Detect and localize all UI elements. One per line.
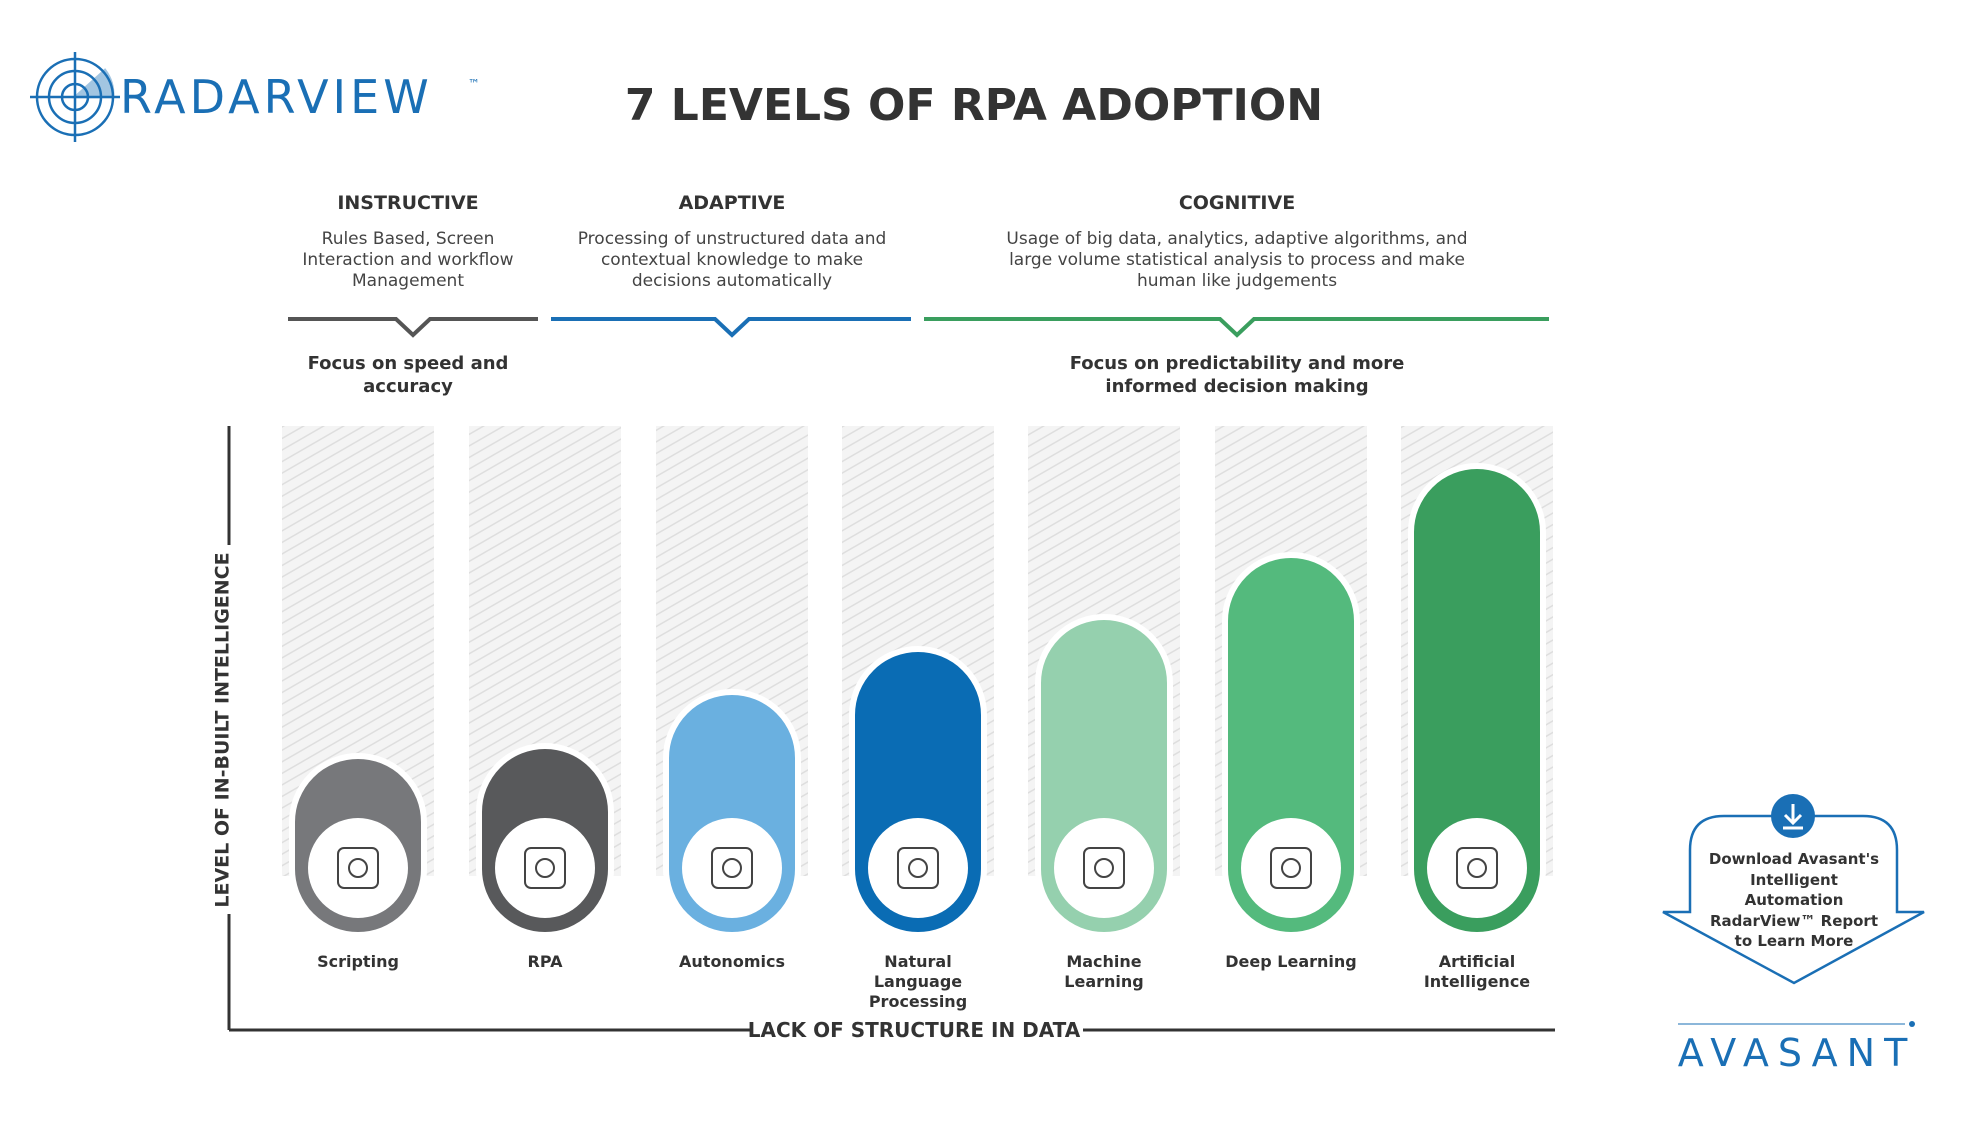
icon-circle — [682, 818, 782, 918]
level-label: Natural Language Processing — [868, 952, 968, 1011]
icon — [524, 847, 566, 889]
icon-circle — [308, 818, 408, 918]
icon — [908, 858, 928, 878]
icon — [348, 858, 368, 878]
logo-mark — [30, 52, 120, 142]
brand: RADARVIEW — [120, 70, 433, 124]
icon — [1456, 847, 1498, 889]
icon — [897, 847, 939, 889]
group-description: Rules Based, Screen Interaction and work… — [302, 229, 514, 291]
icon — [1083, 847, 1125, 889]
icon — [1467, 858, 1487, 878]
icon-circle — [1241, 818, 1341, 918]
icon — [722, 858, 742, 878]
icon — [711, 847, 753, 889]
icon-circle — [1054, 818, 1154, 918]
icon-circle — [495, 818, 595, 918]
icon-circle — [1427, 818, 1527, 918]
title: 7 LEVELS OF RPA ADOPTION — [625, 80, 1323, 131]
level-label: Deep Learning — [1225, 952, 1357, 971]
trademark: ™ — [468, 77, 480, 91]
download-glyph — [1783, 804, 1803, 830]
footer-dot — [1909, 1021, 1915, 1027]
callout-text[interactable]: Download Avasant's Intelligent Automatio… — [1708, 850, 1880, 950]
y-axis-label: LEVEL OF IN-BUILT INTELLIGENCE — [212, 552, 234, 907]
icon — [337, 847, 379, 889]
group-description: Usage of big data, analytics, adaptive a… — [1006, 229, 1468, 291]
icon — [1281, 858, 1301, 878]
level-label: Artificial Intelligence — [1423, 952, 1531, 991]
x-axis-label: LACK OF STRUCTURE IN DATA — [748, 1018, 1081, 1042]
icon — [535, 858, 555, 878]
group-focus: Focus on speed and accuracy — [307, 353, 509, 397]
callout-arrow[interactable] — [1662, 814, 1925, 985]
icon — [1270, 847, 1312, 889]
group-name: INSTRUCTIVE — [337, 192, 479, 214]
level-label: Scripting — [317, 952, 399, 971]
group-name: ADAPTIVE — [678, 192, 786, 214]
group-brackets — [288, 317, 1549, 338]
group-focus: Focus on predictability and more informe… — [1069, 353, 1405, 397]
icon-circle — [868, 818, 968, 918]
group-description: Processing of unstructured data and cont… — [577, 229, 887, 291]
level-label: Autonomics — [679, 952, 785, 971]
level-pill — [1408, 463, 1546, 938]
footer-brand: AVASANT — [1678, 1031, 1917, 1075]
icon — [1094, 858, 1114, 878]
level-label: Machine Learning — [1064, 952, 1144, 991]
level-label: RPA — [527, 952, 563, 971]
group-name: COGNITIVE — [1178, 192, 1296, 214]
axes — [227, 426, 1555, 1032]
